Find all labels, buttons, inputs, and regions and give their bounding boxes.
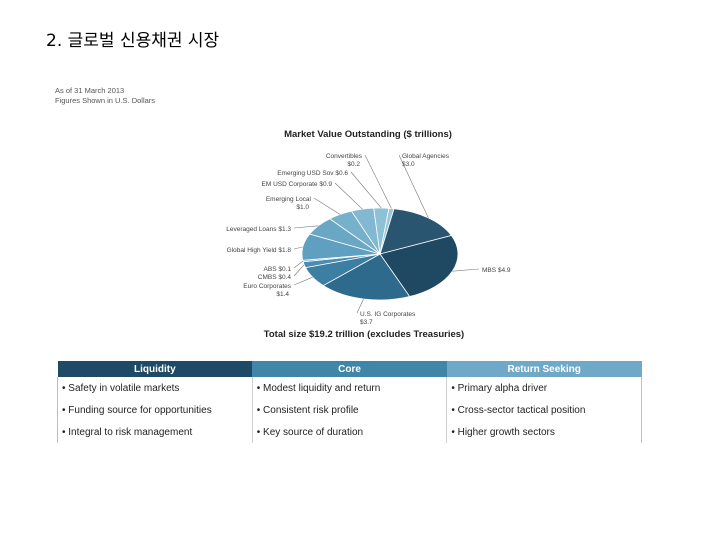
header-core: Core — [252, 361, 447, 377]
table-cell: • Safety in volatile markets — [57, 377, 253, 399]
slice-label: Emerging Local — [266, 196, 312, 203]
table-cell: • Primary alpha driver — [446, 377, 642, 399]
slice-value-label: $0.2 — [347, 161, 360, 168]
chart-total-label: Total size $19.2 trillion (excludes Trea… — [264, 329, 464, 340]
strategy-table: Liquidity Core Return Seeking • Safety i… — [57, 361, 642, 443]
leader-line — [452, 268, 480, 272]
pie-slice-global-agencies — [379, 208, 453, 255]
leader-line — [350, 171, 382, 209]
leader-line — [293, 276, 313, 286]
leader-line — [293, 264, 305, 277]
slice-label: Convertibles — [326, 153, 363, 160]
table-cell: • Integral to risk management — [57, 421, 253, 443]
leader-line — [293, 260, 304, 269]
leader-line — [293, 225, 319, 229]
slice-label: Emerging USD Sov $0.6 — [277, 170, 348, 177]
pie-chart: Market Value Outstanding ($ trillions) G… — [226, 129, 511, 340]
slice-label: U.S. IG Corporates — [360, 311, 416, 318]
leader-line — [313, 197, 341, 215]
pie-slice-u-s-ig-corporates — [322, 253, 411, 301]
leader-line — [293, 246, 304, 250]
leader-line — [398, 154, 429, 219]
as-of-note: As of 31 March 2013 Figures Shown in U.S… — [55, 86, 155, 106]
slice-value-label: $1.0 — [296, 204, 309, 211]
table-cell: • Cross-sector tactical position — [446, 399, 642, 421]
leader-line — [364, 154, 392, 209]
chart-title: Market Value Outstanding ($ trillions) — [284, 129, 452, 140]
table-row: • Safety in volatile markets • Modest li… — [57, 377, 642, 399]
slice-label: CMBS $0.4 — [258, 274, 292, 281]
table-cell: • Consistent risk profile — [251, 399, 447, 421]
leader-line — [356, 298, 364, 314]
slice-value-label: $3.0 — [402, 161, 415, 168]
slice-label: EM USD Corporate $0.9 — [262, 181, 333, 188]
slice-label: ABS $0.1 — [264, 266, 292, 273]
table-row: • Funding source for opportunities • Con… — [57, 399, 642, 421]
slice-label: Global Agencies — [402, 153, 450, 160]
slice-label: Leveraged Loans $1.3 — [226, 226, 291, 233]
slice-label: MBS $4.9 — [482, 267, 511, 274]
as-of-date: As of 31 March 2013 — [55, 86, 125, 95]
slide-title: 2. 글로벌 신용채권 시장 — [46, 31, 220, 51]
slice-value-label: $1.4 — [276, 291, 289, 298]
currency-note: Figures Shown in U.S. Dollars — [55, 96, 156, 105]
table-cell: • Higher growth sectors — [446, 421, 642, 443]
slice-label: Global High Yield $1.8 — [227, 247, 292, 254]
pie-chart-svg: Market Value Outstanding ($ trillions) G… — [226, 129, 511, 340]
table-cell: • Modest liquidity and return — [251, 377, 447, 399]
header-liquidity: Liquidity — [57, 361, 253, 377]
slice-value-label: $3.7 — [360, 319, 373, 326]
leader-line — [334, 182, 363, 210]
table-cell: • Key source of duration — [251, 421, 447, 443]
table-row: • Integral to risk management • Key sour… — [57, 421, 642, 443]
slice-label: Euro Corporates — [243, 283, 291, 290]
header-return-seeking: Return Seeking — [446, 361, 642, 377]
table-cell: • Funding source for opportunities — [57, 399, 253, 421]
